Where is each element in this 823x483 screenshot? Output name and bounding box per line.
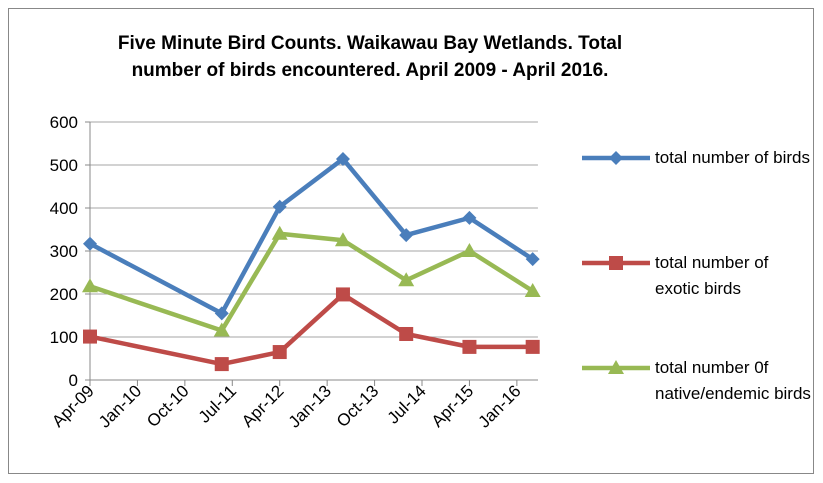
marker [83, 329, 97, 344]
marker [524, 282, 541, 297]
legend-marker [609, 256, 623, 270]
marker [335, 151, 350, 166]
legend-label: total number of exotic birds [655, 253, 769, 298]
legend-marker [608, 360, 624, 374]
legend-label: total number of birds [655, 148, 810, 167]
marker [461, 243, 478, 257]
marker [82, 278, 98, 293]
chart-frame [8, 8, 814, 474]
y-tick-label: 200 [50, 285, 78, 304]
x-tick-label: Apr-15 [428, 381, 478, 431]
y-tick-label: 500 [50, 156, 78, 175]
marker [83, 236, 97, 251]
marker [272, 199, 287, 214]
x-tick-label: Apr-12 [238, 381, 288, 431]
marker [462, 339, 477, 354]
marker [399, 326, 414, 341]
legend-marker [609, 151, 623, 165]
y-tick-label: 300 [50, 242, 78, 261]
chart-title: Five Minute Bird Counts. Waikawau Bay We… [117, 33, 623, 81]
marker [214, 306, 229, 321]
marker [271, 225, 288, 240]
y-tick-label: 100 [50, 328, 78, 347]
y-tick-label: 0 [69, 371, 78, 390]
marker [399, 228, 414, 243]
x-tick-label: Oct-10 [143, 381, 193, 431]
x-tick-label: Oct-13 [333, 381, 383, 431]
y-tick-label: 400 [50, 199, 78, 218]
marker [525, 339, 540, 354]
marker [334, 232, 351, 247]
series-line [89, 231, 534, 333]
x-tick-label: Jul-11 [195, 381, 240, 426]
x-tick-label: Jan-16 [475, 381, 525, 431]
marker [525, 252, 540, 267]
legend-label: total number 0f native/endemic birds [655, 358, 811, 403]
x-tick-label: Jul-14 [384, 381, 430, 427]
x-tick-label: Jan-10 [95, 381, 145, 431]
y-tick-label: 600 [50, 113, 78, 132]
x-tick-label: Jan-13 [285, 381, 335, 431]
marker [213, 322, 230, 337]
marker [214, 357, 229, 372]
marker [335, 287, 350, 302]
marker [398, 272, 415, 287]
marker [462, 210, 477, 225]
marker [272, 345, 287, 360]
